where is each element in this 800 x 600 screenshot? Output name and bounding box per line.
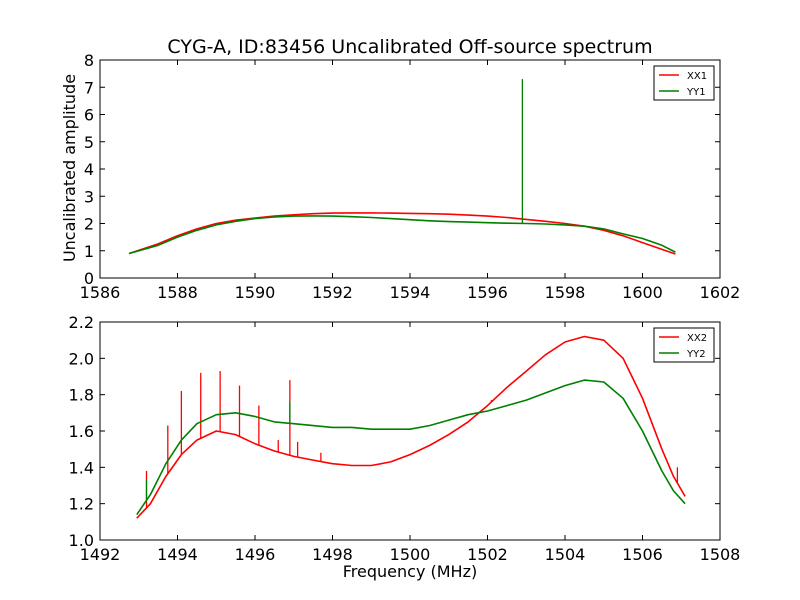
legend-box (653, 327, 715, 363)
x-tick-label: 1504 (545, 545, 586, 564)
series-line-YY2 (136, 379, 686, 516)
x-tick-label: 1500 (390, 545, 431, 564)
y-tick-label: 2.0 (69, 349, 94, 368)
plot-frame (99, 59, 721, 279)
x-tick-label: 1492 (80, 545, 121, 564)
x-axis-label: Frequency (MHz) (343, 562, 477, 581)
legend-box (653, 65, 715, 101)
y-tick-label: 5 (84, 133, 94, 152)
x-tick-label: 1600 (622, 283, 663, 302)
x-tick-label: 1498 (312, 545, 353, 564)
x-tick-label: 1590 (235, 283, 276, 302)
x-tick-label: 1506 (622, 545, 663, 564)
y-tick-label: 1.4 (69, 458, 94, 477)
x-tick-label: 1588 (157, 283, 198, 302)
legend-label-YY1: YY1 (686, 87, 706, 98)
y-tick-label: 1.2 (69, 495, 94, 514)
y-tick-label: 7 (84, 78, 94, 97)
x-tick-label: 1602 (700, 283, 741, 302)
x-tick-label: 1586 (80, 283, 121, 302)
chart-title: CYG-A, ID:83456 Uncalibrated Off-source … (167, 36, 652, 58)
y-tick-label: 1 (84, 242, 94, 261)
legend-label-XX1: XX1 (687, 71, 707, 82)
top-spectrum-panel: 1586 1588 1590 1592 1594 1596 1598 1600 1602 0 1 2 3… (80, 51, 741, 302)
x-tick-label: 1598 (545, 283, 586, 302)
series-line-YY1 (128, 215, 676, 255)
x-tick-label: 1592 (312, 283, 353, 302)
x-tick-label: 1508 (700, 545, 741, 564)
y-tick-label: 1.6 (69, 422, 94, 441)
y-tick-label: 1.8 (69, 386, 94, 405)
y-tick-label: 3 (84, 187, 94, 206)
x-tick-label: 1596 (467, 283, 508, 302)
y-tick-label: 6 (84, 106, 94, 125)
x-tick-label: 1496 (235, 545, 276, 564)
y-tick-label: 2.2 (69, 313, 94, 332)
y-tick-label: 8 (84, 51, 94, 70)
y-tick-label: 2 (84, 215, 94, 234)
bottom-spectrum-panel: 1492 1494 1496 1498 1500 1502 1504 1506 1508 1.0 1… (69, 313, 741, 564)
x-tick-label: 1494 (157, 545, 198, 564)
series-line-XX2 (136, 335, 686, 519)
legend-label-YY2: YY2 (686, 349, 706, 360)
plot-frame (99, 321, 721, 541)
y-tick-label: 1.0 (69, 531, 94, 550)
y-tick-label: 0 (84, 269, 94, 288)
x-tick-label: 1502 (467, 545, 508, 564)
y-tick-label: 4 (84, 160, 94, 179)
y-axis-label: Uncalibrated amplitude (60, 74, 79, 262)
legend-label-XX2: XX2 (687, 333, 707, 344)
x-tick-label: 1594 (390, 283, 431, 302)
